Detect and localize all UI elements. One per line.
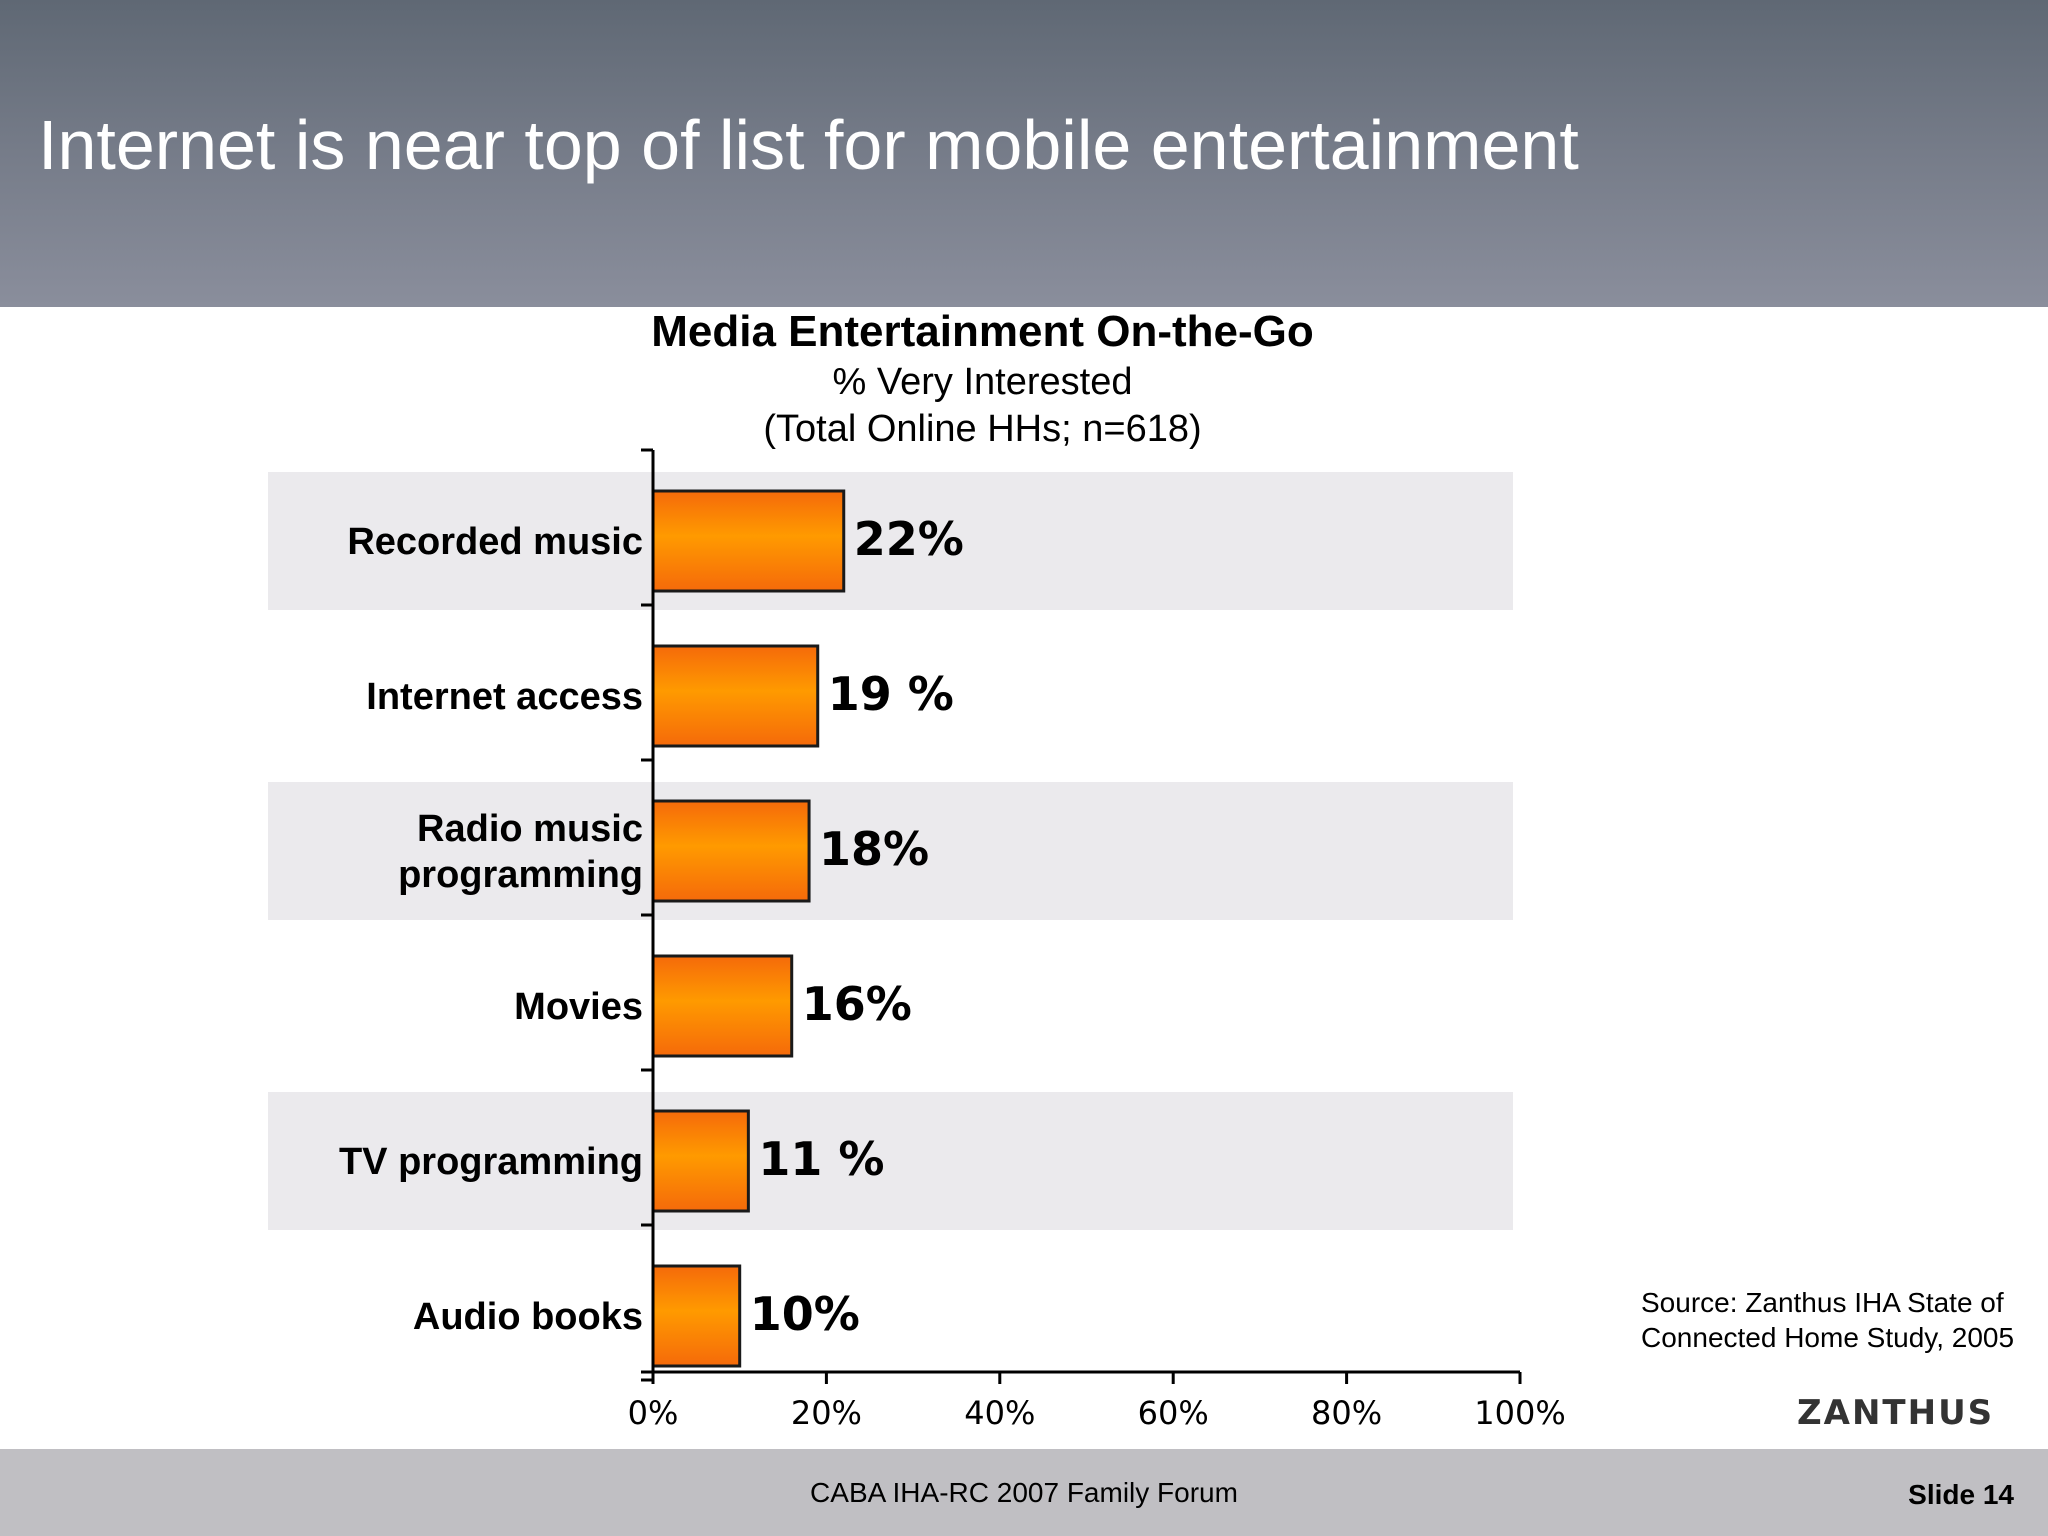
bar xyxy=(651,1264,742,1368)
bar xyxy=(651,489,846,593)
data-label: 22% xyxy=(854,512,964,566)
slide-number: Slide 14 xyxy=(1908,1479,2014,1510)
data-label: 18% xyxy=(819,822,929,876)
bars xyxy=(651,489,846,1368)
footer-text: CABA IHA-RC 2007 Family Forum xyxy=(810,1477,1238,1508)
bar xyxy=(651,1109,750,1213)
x-tick-label: 60% xyxy=(1138,1394,1209,1432)
x-tick-label: 20% xyxy=(791,1394,862,1432)
source-note: Source: Zanthus IHA State of Connected H… xyxy=(1641,1287,2015,1353)
category-label: Recorded music xyxy=(347,521,643,563)
slide-title: Internet is near top of list for mobile … xyxy=(38,106,1579,184)
x-tick-label: 80% xyxy=(1311,1394,1382,1432)
bar xyxy=(651,644,820,748)
labels: 22% Recorded music 19 % Internet access 18% R… xyxy=(339,512,1566,1432)
slide-footer: CABA IHA-RC 2007 Family Forum Slide 14 xyxy=(0,1449,2048,1536)
axes xyxy=(641,448,1522,1384)
zanthus-logo: ZANTHUS xyxy=(1797,1393,1995,1433)
bar xyxy=(651,954,794,1058)
bar xyxy=(651,799,811,903)
category-label: Radio music xyxy=(417,808,643,850)
x-tick-label: 40% xyxy=(964,1394,1035,1432)
row-band xyxy=(268,1092,1513,1230)
category-label: programming xyxy=(398,854,643,896)
category-label: Internet access xyxy=(366,676,643,718)
data-label: 16% xyxy=(802,977,912,1031)
data-label: 11 % xyxy=(758,1132,884,1186)
data-label: 19 % xyxy=(828,667,954,721)
row-band xyxy=(268,782,1513,920)
category-label: Audio books xyxy=(413,1296,643,1338)
slide-header: Internet is near top of list for mobile … xyxy=(0,0,2048,307)
row-band xyxy=(268,472,1513,610)
chart-subtitle: % Very Interested xyxy=(832,361,1133,403)
x-tick-label: 100% xyxy=(1474,1394,1565,1432)
category-label: TV programming xyxy=(339,1141,643,1183)
x-tick-label: 0% xyxy=(628,1394,679,1432)
bar-chart: 22% Recorded music 19 % Internet access 18% R… xyxy=(268,448,1566,1432)
chart-title: Media Entertainment On-the-Go xyxy=(651,307,1314,356)
data-label: 10% xyxy=(750,1287,860,1341)
chart-subtitle-sample: (Total Online HHs; n=618) xyxy=(763,408,1202,450)
row-bands xyxy=(268,472,1513,1230)
category-label: Movies xyxy=(514,986,643,1028)
